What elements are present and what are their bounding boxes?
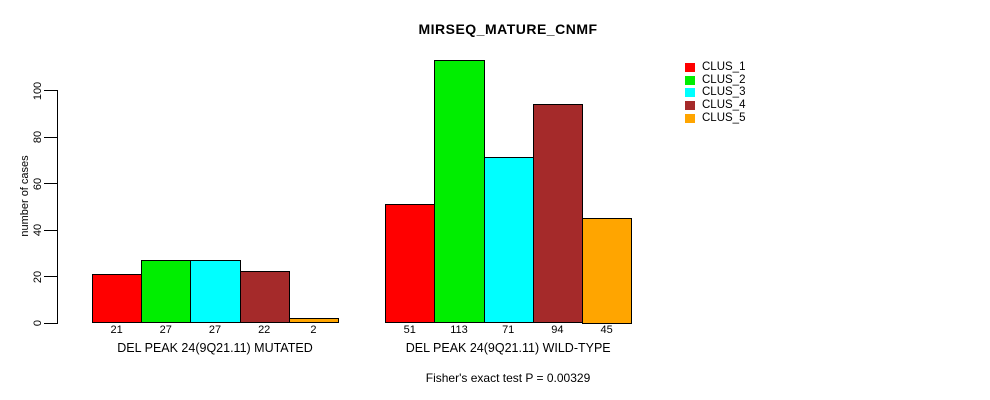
bar-clus_3-group1 xyxy=(190,259,241,324)
legend-swatch-clus_3 xyxy=(685,88,695,98)
bar-value-label: 27 xyxy=(208,324,222,336)
bar-value-label: 21 xyxy=(110,324,123,336)
bar-value-label: 22 xyxy=(258,324,271,336)
y-tick-label: 60 xyxy=(32,177,44,190)
y-axis-line xyxy=(57,90,58,324)
group-label: DEL PEAK 24(9Q21.11) WILD-TYPE xyxy=(405,341,611,355)
y-tick-mark xyxy=(44,90,58,91)
bar-clus_1-group2 xyxy=(385,203,436,324)
legend-swatch-clus_2 xyxy=(685,75,695,85)
chart-title: MIRSEQ_MATURE_CNMF xyxy=(418,21,598,37)
bar-clus_3-group2 xyxy=(483,157,534,324)
y-tick-mark xyxy=(44,229,58,231)
bar-value-label: 2 xyxy=(310,324,317,336)
legend-swatch-clus_1 xyxy=(685,63,695,72)
y-tick-label: 20 xyxy=(32,270,44,283)
legend-label-clus_1: CLUS_1 xyxy=(702,61,746,73)
y-tick-mark xyxy=(44,183,58,184)
bar-value-label: 45 xyxy=(600,324,613,336)
legend-label-clus_4: CLUS_4 xyxy=(702,99,746,112)
bar-clus_5-group1 xyxy=(288,317,339,324)
bar-clus_4-group2 xyxy=(532,103,583,324)
y-axis-label: number of cases xyxy=(19,155,31,237)
y-tick-mark xyxy=(44,276,58,277)
bar-value-label: 94 xyxy=(551,324,564,336)
y-tick-mark xyxy=(44,136,58,138)
bar-clus_5-group2 xyxy=(582,217,633,324)
group-label: DEL PEAK 24(9Q21.11) MUTATED xyxy=(117,341,313,355)
bar-value-label: 113 xyxy=(450,324,468,336)
bar-clus_1-group1 xyxy=(92,273,143,324)
bar-value-label: 27 xyxy=(159,324,172,336)
y-tick-label: 80 xyxy=(32,130,44,144)
bar-value-label: 51 xyxy=(403,324,416,336)
bar-clus_4-group1 xyxy=(239,271,290,324)
legend-swatch-clus_5 xyxy=(685,113,695,123)
legend-label-clus_3: CLUS_3 xyxy=(702,86,746,99)
y-tick-label: 0 xyxy=(32,319,44,327)
y-tick-label: 100 xyxy=(32,81,44,100)
footnote: Fisher's exact test P = 0.00329 xyxy=(425,371,591,385)
bar-clus_2-group1 xyxy=(141,259,192,324)
y-tick-label: 40 xyxy=(32,223,44,237)
y-tick-mark xyxy=(44,322,58,324)
legend-label-clus_2: CLUS_2 xyxy=(702,73,746,86)
bar-clus_2-group2 xyxy=(434,59,485,324)
bar-value-label: 71 xyxy=(502,324,515,336)
legend-swatch-clus_4 xyxy=(685,101,695,111)
legend-label-clus_5: CLUS_5 xyxy=(702,111,746,124)
